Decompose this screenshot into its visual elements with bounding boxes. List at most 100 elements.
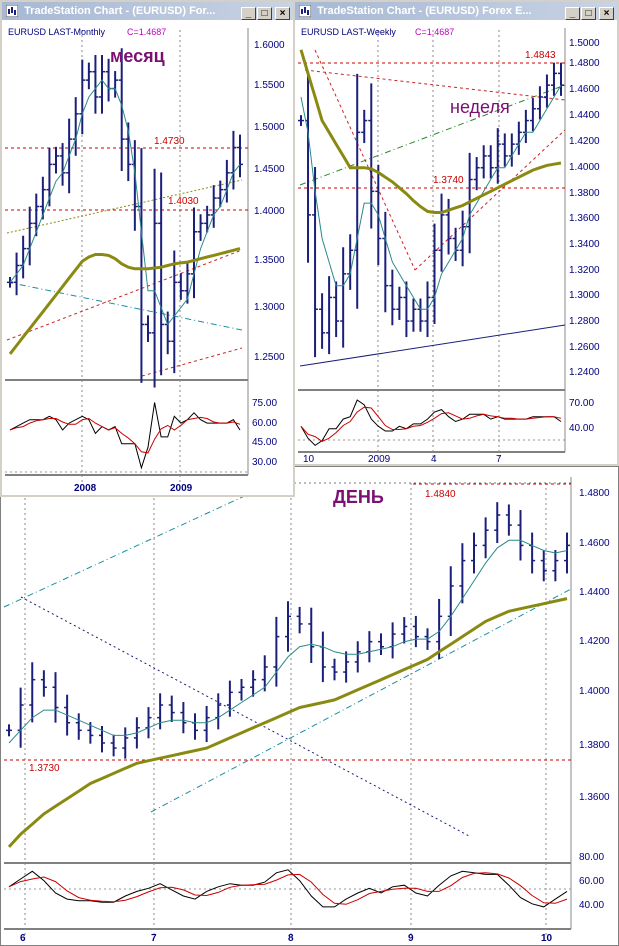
daily-osc-label: 80.00 [579, 852, 604, 863]
minimize-button[interactable]: _ [241, 7, 256, 20]
daily-osc-axis: 80.00 60.00 40.00 [579, 852, 604, 911]
daily-ytick-label: 1.3800 [579, 740, 610, 751]
moving-average-short [300, 84, 562, 310]
monthly-timeframe-tag: месяц [110, 46, 165, 66]
chart-app-icon [299, 5, 311, 17]
moving-average-long [7, 597, 568, 848]
weekly-ytick-label: 1.3800 [569, 188, 600, 199]
daily-plot-area [6, 502, 570, 848]
stochastic-k-line [300, 399, 562, 447]
weekly-ytick-label: 1.2400 [569, 367, 600, 378]
monthly-plot-area [7, 48, 243, 388]
monthly-chart-window[interactable]: TradeStation Chart - (EURUSD) For... _ □ ×… [0, 0, 295, 497]
daily-ytick-label: 1.4600 [579, 538, 610, 549]
daily-ytick-label: 1.4000 [579, 686, 610, 697]
weekly-levels [298, 62, 565, 189]
moving-average-long [8, 247, 241, 355]
daily-timeframe-tag: ДЕНЬ [333, 487, 384, 507]
daily-levels [4, 483, 571, 761]
monthly-titlebar[interactable]: TradeStation Chart - (EURUSD) For... _ □ × [2, 2, 293, 20]
minimize-button[interactable]: _ [565, 7, 580, 20]
stochastic-k-line [9, 402, 241, 470]
daily-ytick-label: 1.4800 [579, 488, 610, 499]
weekly-grid [298, 28, 566, 460]
weekly-osc-axis: 70.00 40.00 [569, 398, 594, 434]
monthly-ytick-label: 1.4000 [254, 206, 285, 217]
weekly-osc-label: 40.00 [569, 423, 594, 434]
weekly-oscillator [300, 399, 562, 447]
monthly-oscillator [9, 402, 241, 470]
monthly-close-label: C=1.4687 [127, 27, 166, 37]
weekly-plot-area [298, 49, 564, 358]
weekly-ytick-label: 1.4200 [569, 136, 600, 147]
moving-average-short [8, 539, 568, 744]
weekly-ytick-label: 1.2800 [569, 316, 600, 327]
daily-xtick-label: 7 [151, 933, 157, 944]
monthly-level-label: 1.4730 [154, 136, 185, 147]
weekly-x-axis: 10 2009 4 7 [303, 454, 502, 464]
monthly-symbol-label: EURUSD LAST-Monthly [8, 27, 106, 37]
monthly-xtick-label: 2008 [74, 483, 97, 494]
monthly-osc-label: 60.00 [252, 418, 277, 429]
monthly-ytick-label: 1.5000 [254, 122, 285, 133]
monthly-ytick-label: 1.3000 [254, 302, 285, 313]
stochastic-d-line [9, 416, 241, 454]
daily-level-label: 1.4840 [425, 489, 456, 500]
weekly-trendlines [299, 49, 566, 367]
weekly-ytick-label: 1.2600 [569, 342, 600, 353]
monthly-osc-label: 75.00 [252, 398, 277, 409]
monthly-osc-label: 30.00 [252, 457, 277, 468]
monthly-trendlines [6, 179, 243, 377]
stochastic-d-line [8, 872, 568, 905]
weekly-chart-window[interactable]: TradeStation Chart - (EURUSD) Forex E...… [293, 0, 619, 466]
close-button[interactable]: × [275, 7, 290, 20]
monthly-osc-axis: 75.00 60.00 45.00 30.00 [252, 398, 277, 468]
weekly-symbol-label: EURUSD LAST-Weekly [301, 27, 396, 37]
daily-chart-svg[interactable]: 1.4800 1.4600 1.4400 1.4200 1.4000 1.380… [1, 467, 618, 945]
moving-average-long [299, 49, 562, 214]
monthly-x-axis: 2008 2009 [74, 483, 193, 494]
monthly-ytick-label: 1.3500 [254, 255, 285, 266]
monthly-levels [5, 147, 248, 211]
weekly-chart-svg[interactable]: 1.5000 1.4800 1.4600 1.4400 1.4200 1.400… [295, 20, 617, 464]
weekly-ytick-label: 1.3400 [569, 239, 600, 250]
monthly-ytick-label: 1.5500 [254, 80, 285, 91]
monthly-ytick-label: 1.6000 [254, 40, 285, 51]
daily-ytick-label: 1.4200 [579, 636, 610, 647]
weekly-ytick-label: 1.3200 [569, 265, 600, 276]
monthly-ytick-label: 1.2500 [254, 352, 285, 363]
daily-x-axis: 6 7 8 9 10 [20, 933, 553, 944]
daily-xtick-label: 10 [541, 933, 553, 944]
weekly-titlebar[interactable]: TradeStation Chart - (EURUSD) Forex E...… [295, 2, 617, 20]
weekly-xtick-label: 4 [431, 454, 437, 464]
weekly-ytick-label: 1.4600 [569, 84, 600, 95]
weekly-ytick-label: 1.4000 [569, 162, 600, 173]
weekly-level-label: 1.4843 [525, 50, 556, 61]
close-button[interactable]: × [599, 7, 614, 20]
monthly-level-label: 1.4030 [168, 196, 199, 207]
daily-level-label: 1.3730 [29, 763, 60, 774]
daily-xtick-label: 8 [288, 933, 294, 944]
window-title: TradeStation Chart - (EURUSD) Forex E... [317, 5, 532, 17]
weekly-y-axis: 1.5000 1.4800 1.4600 1.4400 1.4200 1.400… [569, 38, 600, 378]
maximize-button[interactable]: □ [581, 7, 596, 20]
monthly-ytick-label: 1.4500 [254, 164, 285, 175]
monthly-chart-svg[interactable]: 1.6000 1.5500 1.5000 1.4500 1.4000 1.350… [2, 20, 293, 495]
weekly-ytick-label: 1.4800 [569, 58, 600, 69]
weekly-timeframe-tag: неделя [450, 97, 510, 117]
daily-osc-label: 40.00 [579, 900, 604, 911]
daily-xtick-label: 6 [20, 933, 26, 944]
daily-channel-lines [3, 492, 572, 838]
daily-ytick-label: 1.4400 [579, 587, 610, 598]
maximize-button[interactable]: □ [257, 7, 272, 20]
weekly-close-label: C=1.4687 [415, 27, 454, 37]
stochastic-d-line [300, 406, 562, 442]
window-controls: _ □ × [240, 4, 290, 20]
daily-xtick-label: 9 [408, 933, 414, 944]
weekly-level-label: 1.3740 [433, 175, 464, 186]
monthly-xtick-label: 2009 [170, 483, 193, 494]
daily-osc-label: 60.00 [579, 876, 604, 887]
daily-chart-window[interactable]: 1.4800 1.4600 1.4400 1.4200 1.4000 1.380… [0, 466, 619, 946]
monthly-osc-label: 45.00 [252, 437, 277, 448]
weekly-xtick-label: 2009 [368, 454, 391, 464]
